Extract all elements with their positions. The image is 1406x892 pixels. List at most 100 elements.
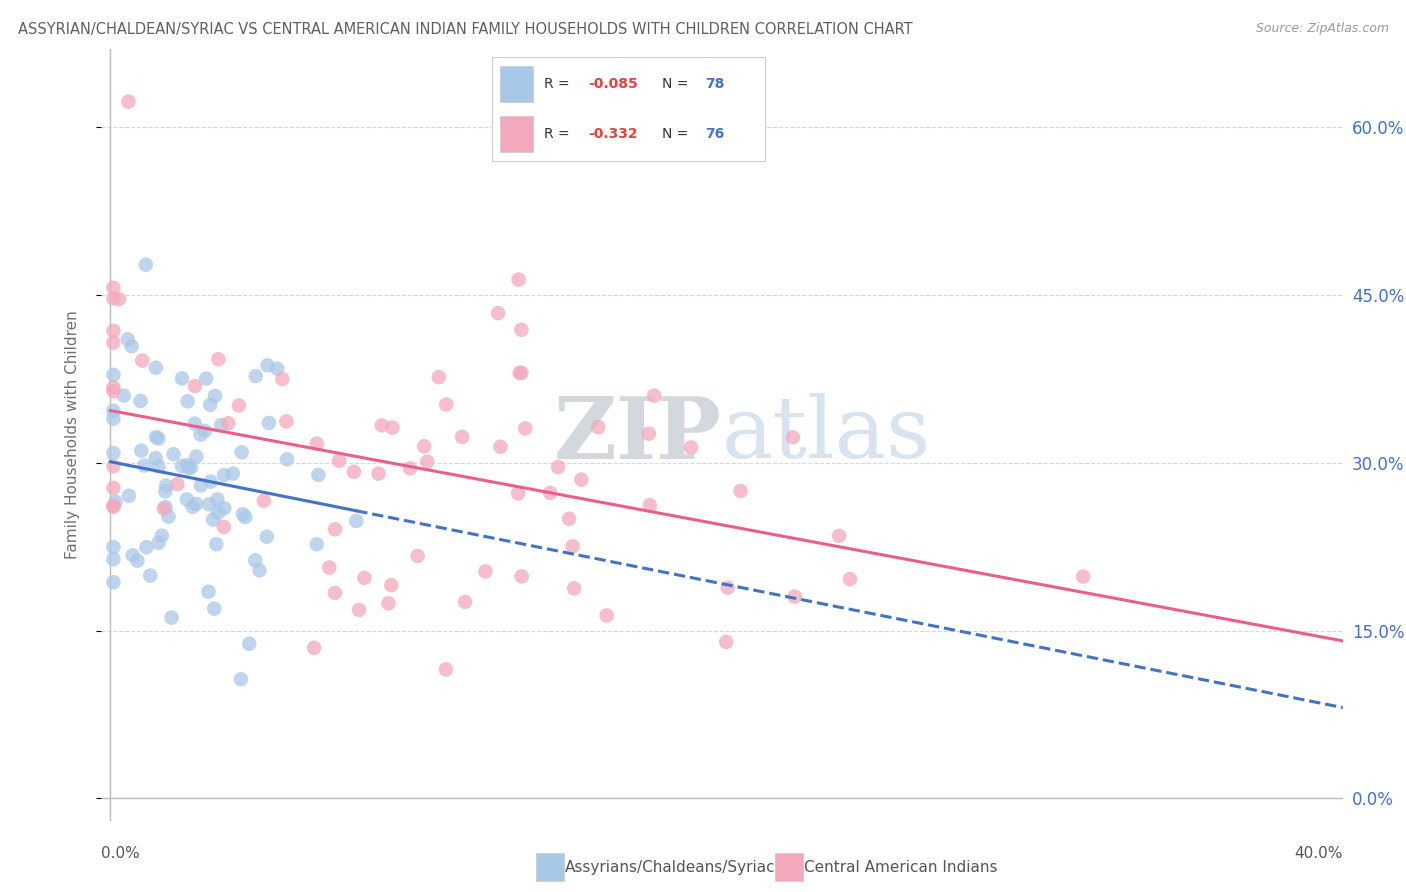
Point bbox=[135, 540, 157, 554]
Text: 40.0%: 40.0% bbox=[1295, 846, 1343, 861]
Point bbox=[302, 640, 325, 655]
Point bbox=[190, 427, 212, 442]
Point bbox=[194, 424, 217, 438]
Point bbox=[103, 459, 125, 474]
Point bbox=[510, 569, 533, 583]
Point bbox=[217, 416, 239, 430]
Point bbox=[344, 514, 367, 528]
Point bbox=[204, 389, 226, 403]
Point bbox=[103, 500, 125, 514]
Point bbox=[166, 477, 188, 491]
Point bbox=[547, 460, 569, 475]
Point bbox=[538, 486, 561, 500]
Point bbox=[451, 430, 474, 444]
Point bbox=[245, 553, 267, 567]
Point bbox=[416, 455, 439, 469]
Point bbox=[245, 369, 267, 384]
Point bbox=[380, 578, 402, 592]
Point bbox=[595, 608, 617, 623]
Point bbox=[434, 397, 457, 411]
Point bbox=[112, 388, 135, 402]
Point bbox=[486, 306, 509, 320]
Point bbox=[782, 430, 804, 444]
Point bbox=[474, 565, 496, 579]
Point bbox=[212, 520, 235, 534]
Point bbox=[229, 673, 252, 687]
Point bbox=[307, 467, 329, 482]
Point bbox=[207, 506, 229, 520]
Point bbox=[155, 484, 177, 499]
Point bbox=[679, 441, 702, 455]
Point bbox=[828, 529, 851, 543]
Point bbox=[318, 560, 340, 574]
Point bbox=[103, 481, 125, 495]
Point bbox=[180, 460, 202, 475]
Point bbox=[305, 436, 328, 450]
Point bbox=[413, 439, 436, 453]
Point bbox=[103, 552, 125, 566]
Point bbox=[238, 637, 260, 651]
Point bbox=[202, 601, 225, 615]
Point bbox=[249, 563, 271, 577]
Point bbox=[170, 371, 193, 385]
Point bbox=[103, 411, 125, 425]
Point bbox=[103, 446, 125, 460]
Point bbox=[276, 414, 298, 428]
Point bbox=[103, 281, 125, 295]
Point bbox=[160, 610, 183, 624]
Point bbox=[197, 584, 219, 599]
Y-axis label: Family Households with Children: Family Households with Children bbox=[66, 310, 80, 559]
Point bbox=[104, 494, 127, 508]
Point bbox=[353, 571, 375, 585]
Point bbox=[233, 510, 256, 524]
Point bbox=[510, 366, 533, 380]
Point bbox=[558, 512, 581, 526]
Point bbox=[716, 635, 738, 649]
Point bbox=[257, 416, 280, 430]
Point bbox=[202, 512, 225, 526]
Point bbox=[117, 332, 139, 346]
Point bbox=[231, 445, 253, 459]
Point bbox=[561, 539, 583, 553]
Point bbox=[347, 603, 370, 617]
Point bbox=[367, 467, 389, 481]
Text: Central American Indians: Central American Indians bbox=[804, 860, 998, 874]
Point bbox=[198, 497, 221, 511]
Point bbox=[232, 507, 254, 521]
Point bbox=[323, 586, 346, 600]
Point bbox=[190, 478, 212, 492]
Point bbox=[117, 95, 139, 109]
Point bbox=[643, 389, 665, 403]
Point bbox=[103, 291, 125, 305]
Point bbox=[183, 417, 205, 431]
Point bbox=[222, 467, 245, 481]
Point bbox=[155, 478, 177, 492]
Point bbox=[207, 492, 229, 507]
Point bbox=[150, 529, 173, 543]
Point bbox=[148, 459, 170, 474]
Point bbox=[103, 380, 125, 394]
Point bbox=[129, 394, 152, 409]
Point bbox=[506, 486, 529, 500]
Point bbox=[205, 537, 228, 551]
Point bbox=[176, 492, 198, 507]
Point bbox=[184, 497, 207, 511]
Point bbox=[730, 484, 752, 499]
Point bbox=[177, 461, 200, 475]
Point bbox=[121, 548, 143, 562]
Point bbox=[131, 353, 153, 368]
Point bbox=[103, 368, 125, 382]
Point bbox=[562, 582, 585, 596]
Point bbox=[839, 572, 862, 586]
Point bbox=[253, 493, 276, 508]
Point bbox=[228, 399, 250, 413]
Point bbox=[153, 501, 176, 516]
Point bbox=[266, 361, 288, 376]
Point bbox=[434, 663, 457, 677]
Point bbox=[127, 554, 149, 568]
Text: ZIP: ZIP bbox=[554, 392, 723, 477]
Point bbox=[276, 452, 298, 467]
Point bbox=[256, 359, 278, 373]
Point bbox=[103, 384, 125, 399]
Point bbox=[323, 522, 346, 536]
